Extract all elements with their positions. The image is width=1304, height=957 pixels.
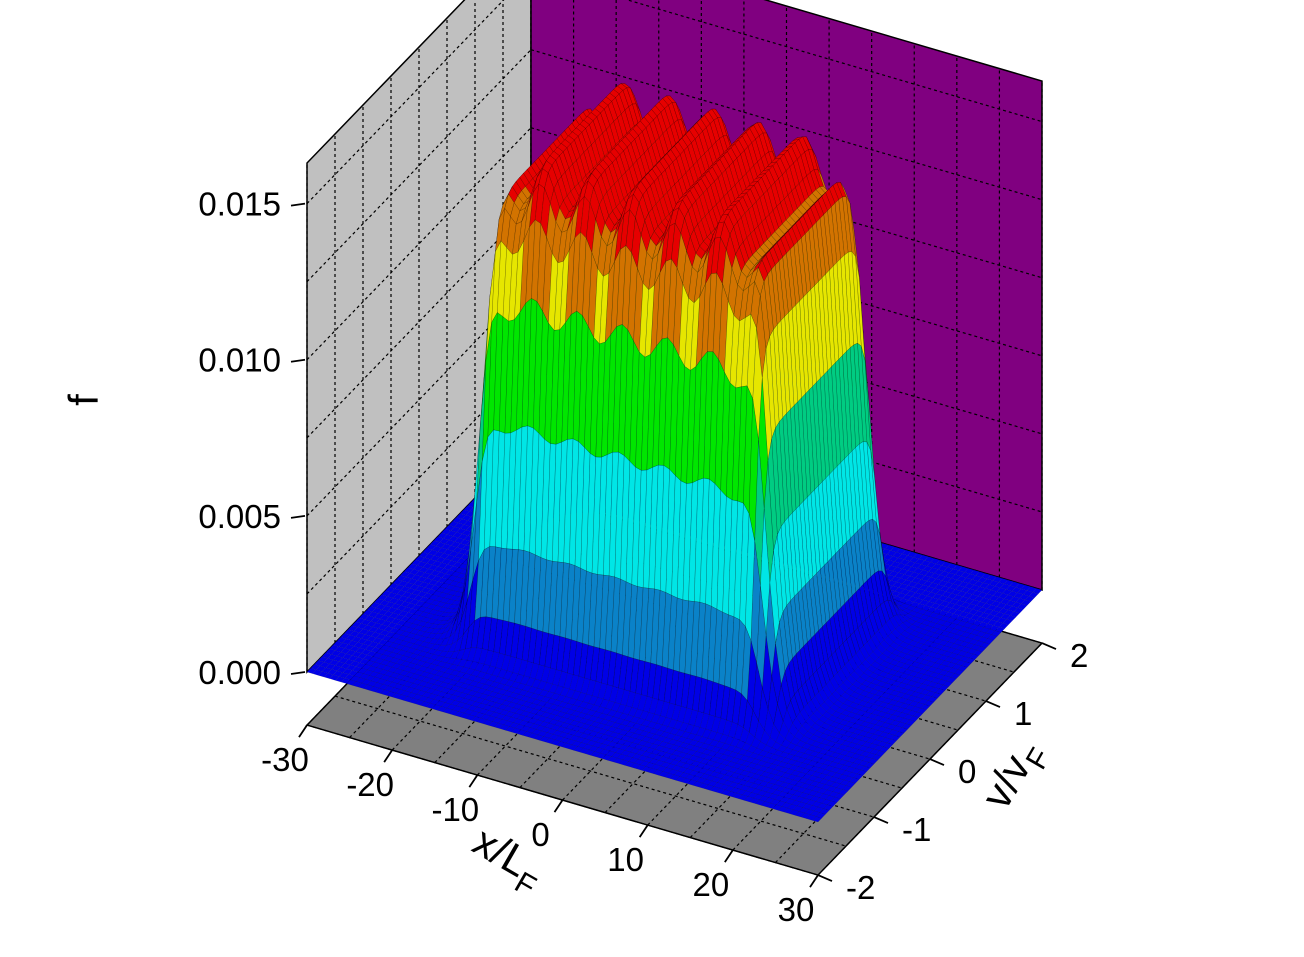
back-grid-z-line <box>530 49 1043 201</box>
left-wall <box>306 0 532 674</box>
floor-grid-v-line <box>334 695 847 847</box>
back-grid-z-line <box>625 0 1043 123</box>
surface-plot <box>306 82 1043 823</box>
left-wall-grid <box>306 0 532 673</box>
